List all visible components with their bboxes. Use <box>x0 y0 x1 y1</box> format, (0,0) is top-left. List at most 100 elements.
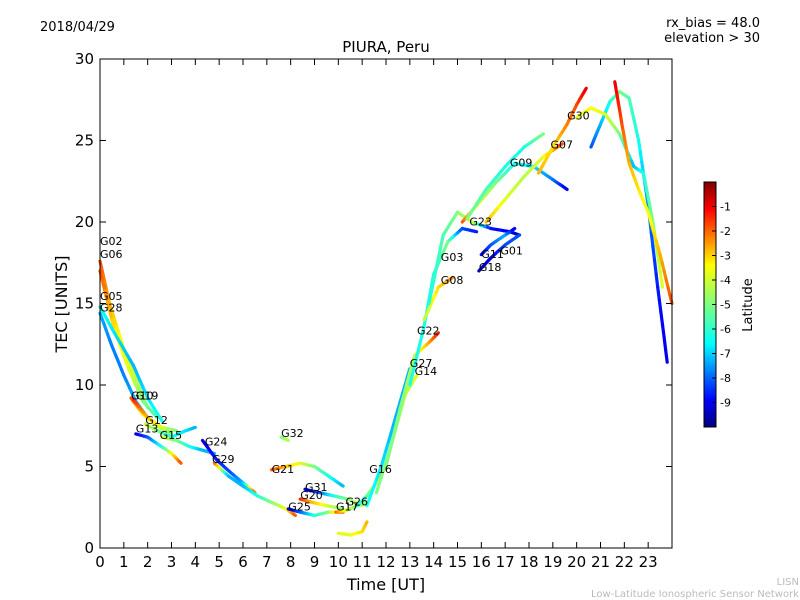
track-segment <box>448 275 455 281</box>
series-g21 <box>270 461 345 488</box>
track-segment <box>472 229 479 234</box>
x-tick-label: 7 <box>262 553 272 571</box>
x-tick-label: 10 <box>329 553 348 571</box>
x-axis-label: Time [UT] <box>346 575 425 594</box>
series-g34 <box>613 80 674 306</box>
series-label-g14: G14 <box>415 365 438 378</box>
x-tick-label: 1 <box>119 553 129 571</box>
series-label-g13: G13 <box>136 422 159 435</box>
track-segment <box>429 279 436 294</box>
x-tick-label: 16 <box>472 553 491 571</box>
colorbar-tick-label: -3 <box>720 250 731 263</box>
rx-bias-label: rx_bias = 48.0 <box>666 16 760 31</box>
track-segment <box>656 253 661 268</box>
footer-lisn: LISN <box>777 577 799 588</box>
x-tick-label: 23 <box>639 553 658 571</box>
track-segment <box>410 363 417 377</box>
track-segment <box>654 272 660 289</box>
track-segment <box>413 354 419 367</box>
track-segment <box>651 244 657 262</box>
track-segment <box>656 285 661 302</box>
track-segment <box>657 263 663 278</box>
series-g19 <box>131 398 178 433</box>
series-label-g05: G05 <box>100 290 123 303</box>
track-segment <box>649 231 655 248</box>
series-label-g25: G25 <box>288 501 311 514</box>
x-tick-label: 21 <box>591 553 610 571</box>
series-label-g31: G31 <box>305 481 328 494</box>
elevation-label: elevation > 30 <box>664 31 760 46</box>
colorbar-tick-label: -7 <box>720 348 731 361</box>
series-g26 <box>336 520 369 537</box>
series-label-g32: G32 <box>281 427 304 440</box>
x-tick-label: 14 <box>424 553 443 571</box>
x-tick-label: 8 <box>286 553 296 571</box>
track-segment <box>192 425 197 430</box>
track-segment <box>167 430 174 436</box>
series-label-g09: G09 <box>510 157 533 170</box>
colorbar-tick-label: -2 <box>720 225 731 238</box>
track-segment <box>413 373 419 381</box>
series-g08 <box>422 275 455 322</box>
series-label-g18: G18 <box>479 261 502 274</box>
track-segment <box>557 142 565 148</box>
x-tick-label: 12 <box>376 553 395 571</box>
series-g24 <box>200 438 257 495</box>
track-segment <box>110 318 116 332</box>
series-label-g29: G29 <box>212 453 235 466</box>
track-segment <box>435 331 440 337</box>
colorbar-tick-label: -4 <box>720 274 731 287</box>
track-segment <box>436 244 443 260</box>
data-layer <box>98 80 674 537</box>
track-segment <box>657 298 663 314</box>
colorbar: -1 -2 -3 -4 -5 -6 -7 -8 -9 Latitude <box>703 181 756 428</box>
series-label-g24: G24 <box>205 435 228 448</box>
track-segment <box>659 310 665 327</box>
track-segment <box>364 520 369 526</box>
track-segment <box>393 416 400 429</box>
track-segment <box>638 149 644 164</box>
series-g04 <box>589 89 669 364</box>
series-label-g03: G03 <box>441 251 464 264</box>
series-label-g20: G20 <box>300 489 323 502</box>
colorbar-ticks: -1 -2 -3 -4 -5 -6 -7 -8 -9 <box>712 201 731 410</box>
series-g30 <box>536 86 588 175</box>
track-segment <box>415 344 421 358</box>
track-segment <box>396 406 402 420</box>
track-segment <box>384 455 390 469</box>
x-tick-label: 15 <box>448 553 467 571</box>
track-segment <box>659 274 665 289</box>
series-g32 <box>279 435 290 442</box>
x-tick-label: 19 <box>543 553 562 571</box>
track-segment <box>439 233 445 248</box>
x-tick-label: 13 <box>400 553 419 571</box>
track-segment <box>158 415 164 423</box>
x-tick-label: 4 <box>191 553 201 571</box>
track-segment <box>339 482 345 488</box>
series-g27 <box>365 367 412 508</box>
series-label-g17: G17 <box>336 501 359 514</box>
track-segment <box>663 348 669 364</box>
series-g13 <box>134 432 183 465</box>
x-tick-label: 22 <box>615 553 634 571</box>
y-tick-label: 0 <box>84 539 94 557</box>
series-label-g11: G11 <box>481 248 504 261</box>
series-label-g22: G22 <box>417 325 440 338</box>
y-tick-label: 20 <box>75 213 94 231</box>
series-g01 <box>460 161 569 224</box>
x-tick-label: 2 <box>143 553 153 571</box>
series-g05 <box>98 305 164 423</box>
series-label-g02: G02 <box>100 235 123 248</box>
colorbar-tick-label: -9 <box>720 397 731 410</box>
track-segment <box>285 438 290 442</box>
series-label-g08: G08 <box>441 274 464 287</box>
track-segment <box>511 226 517 232</box>
track-segment <box>420 324 426 338</box>
track-segment <box>386 445 393 459</box>
x-tick-label: 11 <box>353 553 372 571</box>
colorbar-tick-label: -1 <box>720 201 731 214</box>
series-label-g26: G26 <box>346 496 369 509</box>
series-label-g23: G23 <box>469 215 492 228</box>
x-tick-label: 6 <box>238 553 248 571</box>
series-g22 <box>384 331 440 469</box>
